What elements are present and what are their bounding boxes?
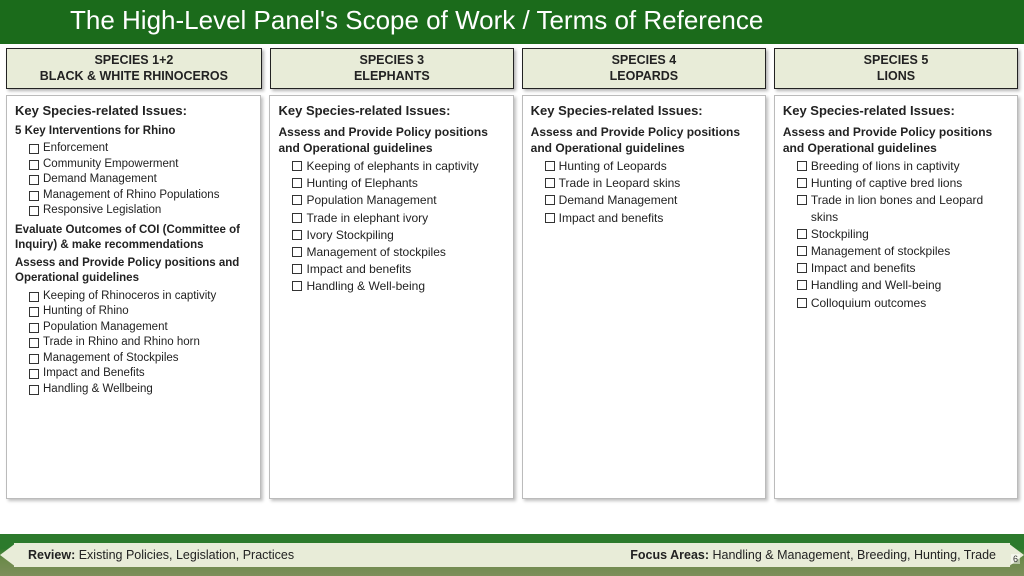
col-body-3: Key Species-related Issues: Assess and Pr… [774, 95, 1018, 499]
section-list: Breeding of lions in captivityHunting of… [783, 158, 1009, 311]
col-body-0: Key Species-related Issues: 5 Key Interve… [6, 95, 261, 499]
list-item: Handling and Well-being [797, 277, 1009, 293]
list-item: Population Management [292, 192, 504, 208]
list-item: Trade in Leopard skins [545, 175, 757, 191]
section-subhead: Assess and Provide Policy positions and … [783, 124, 1009, 156]
column-bodies-row: Key Species-related Issues: 5 Key Interve… [0, 89, 1024, 499]
col-header-3: SPECIES 5 LIONS [774, 48, 1018, 89]
section-subhead: Evaluate Outcomes of COI (Committee of I… [15, 223, 252, 254]
list-item: Demand Management [545, 192, 757, 208]
list-item: Stockpiling [797, 226, 1009, 242]
list-item: Community Empowerment [29, 157, 252, 173]
section-subhead: 5 Key Interventions for Rhino [15, 124, 252, 140]
col-header-3-l2: LIONS [779, 69, 1013, 85]
list-item: Keeping of Rhinoceros in captivity [29, 289, 252, 305]
col-body-1: Key Species-related Issues: Assess and Pr… [269, 95, 513, 499]
footer: Review: Existing Policies, Legislation, … [0, 534, 1024, 576]
col-header-1-l1: SPECIES 3 [275, 53, 509, 69]
list-item: Management of stockpiles [292, 244, 504, 260]
col-header-0-l1: SPECIES 1+2 [11, 53, 257, 69]
list-item: Trade in lion bones and Leopard skins [797, 192, 1009, 224]
issues-heading: Key Species-related Issues: [531, 102, 757, 120]
list-item: Hunting of Elephants [292, 175, 504, 191]
list-item: Keeping of elephants in captivity [292, 158, 504, 174]
list-item: Responsive Legislation [29, 203, 252, 219]
list-item: Management of Stockpiles [29, 351, 252, 367]
page-number: 6 [1011, 554, 1020, 564]
footer-review: Review: Existing Policies, Legislation, … [28, 548, 294, 562]
list-item: Impact and benefits [545, 210, 757, 226]
section-subhead: Assess and Provide Policy positions and … [278, 124, 504, 156]
section-list: Keeping of Rhinoceros in captivityHuntin… [15, 289, 252, 398]
column-headers-row: SPECIES 1+2 BLACK & WHITE RHINOCEROS SPE… [0, 44, 1024, 89]
list-item: Colloquium outcomes [797, 295, 1009, 311]
list-item: Handling & Wellbeing [29, 382, 252, 398]
section-list: Hunting of LeopardsTrade in Leopard skin… [531, 158, 757, 226]
section-list: EnforcementCommunity EmpowermentDemand M… [15, 141, 252, 219]
list-item: Hunting of Rhino [29, 304, 252, 320]
list-item: Trade in elephant ivory [292, 210, 504, 226]
list-item: Demand Management [29, 172, 252, 188]
list-item: Population Management [29, 320, 252, 336]
issues-heading: Key Species-related Issues: [278, 102, 504, 120]
list-item: Enforcement [29, 141, 252, 157]
list-item: Impact and benefits [292, 261, 504, 277]
col-header-3-l1: SPECIES 5 [779, 53, 1013, 69]
list-item: Breeding of lions in captivity [797, 158, 1009, 174]
slide-title: The High-Level Panel's Scope of Work / T… [0, 0, 1024, 44]
footer-focus-label: Focus Areas: [630, 548, 709, 562]
list-item: Hunting of captive bred lions [797, 175, 1009, 191]
footer-focus-text: Handling & Management, Breeding, Hunting… [709, 548, 996, 562]
col-header-1-l2: ELEPHANTS [275, 69, 509, 85]
issues-heading: Key Species-related Issues: [783, 102, 1009, 120]
list-item: Management of stockpiles [797, 243, 1009, 259]
list-item: Handling & Well-being [292, 278, 504, 294]
list-item: Ivory Stockpiling [292, 227, 504, 243]
list-item: Management of Rhino Populations [29, 188, 252, 204]
footer-focus: Focus Areas: Handling & Management, Bree… [630, 548, 996, 562]
col-header-0: SPECIES 1+2 BLACK & WHITE RHINOCEROS [6, 48, 262, 89]
section-subhead: Assess and Provide Policy positions and … [531, 124, 757, 156]
footer-review-label: Review: [28, 548, 75, 562]
col-header-2: SPECIES 4 LEOPARDS [522, 48, 766, 89]
col-header-0-l2: BLACK & WHITE RHINOCEROS [11, 69, 257, 85]
section-list: Keeping of elephants in captivityHunting… [278, 158, 504, 295]
list-item: Trade in Rhino and Rhino horn [29, 335, 252, 351]
footer-bar: Review: Existing Policies, Legislation, … [14, 543, 1010, 567]
section-subhead: Assess and Provide Policy positions and … [15, 256, 252, 287]
col-body-2: Key Species-related Issues: Assess and Pr… [522, 95, 766, 499]
list-item: Impact and benefits [797, 260, 1009, 276]
issues-heading: Key Species-related Issues: [15, 102, 252, 120]
list-item: Impact and Benefits [29, 366, 252, 382]
col-header-2-l2: LEOPARDS [527, 69, 761, 85]
list-item: Hunting of Leopards [545, 158, 757, 174]
col-header-1: SPECIES 3 ELEPHANTS [270, 48, 514, 89]
footer-review-text: Existing Policies, Legislation, Practice… [75, 548, 294, 562]
col-header-2-l1: SPECIES 4 [527, 53, 761, 69]
